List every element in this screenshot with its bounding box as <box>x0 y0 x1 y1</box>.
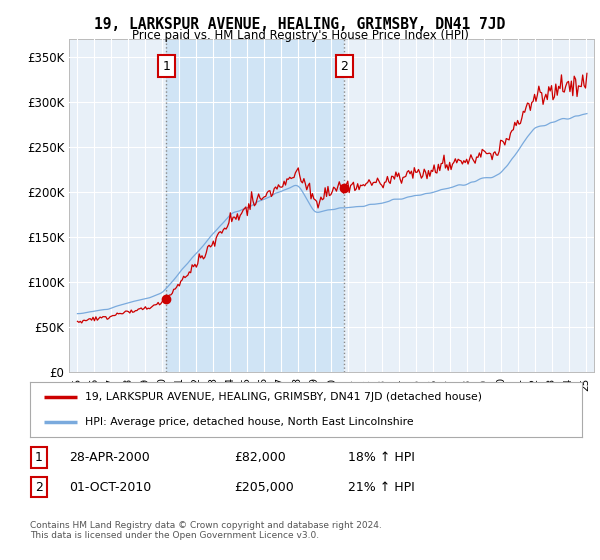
Text: 28-APR-2000: 28-APR-2000 <box>69 451 150 464</box>
Text: 1: 1 <box>35 451 43 464</box>
Text: HPI: Average price, detached house, North East Lincolnshire: HPI: Average price, detached house, Nort… <box>85 417 414 427</box>
Text: 2: 2 <box>340 60 348 73</box>
Text: 1: 1 <box>163 60 170 73</box>
Text: 19, LARKSPUR AVENUE, HEALING, GRIMSBY, DN41 7JD: 19, LARKSPUR AVENUE, HEALING, GRIMSBY, D… <box>94 17 506 32</box>
Text: 2: 2 <box>35 480 43 494</box>
Text: 21% ↑ HPI: 21% ↑ HPI <box>348 480 415 494</box>
Text: 19, LARKSPUR AVENUE, HEALING, GRIMSBY, DN41 7JD (detached house): 19, LARKSPUR AVENUE, HEALING, GRIMSBY, D… <box>85 392 482 402</box>
Text: £205,000: £205,000 <box>234 480 294 494</box>
Text: Price paid vs. HM Land Registry's House Price Index (HPI): Price paid vs. HM Land Registry's House … <box>131 29 469 42</box>
Bar <box>166 39 344 372</box>
Text: 01-OCT-2010: 01-OCT-2010 <box>69 480 151 494</box>
Text: Contains HM Land Registry data © Crown copyright and database right 2024.
This d: Contains HM Land Registry data © Crown c… <box>30 521 382 540</box>
Text: £82,000: £82,000 <box>234 451 286 464</box>
Text: 18% ↑ HPI: 18% ↑ HPI <box>348 451 415 464</box>
